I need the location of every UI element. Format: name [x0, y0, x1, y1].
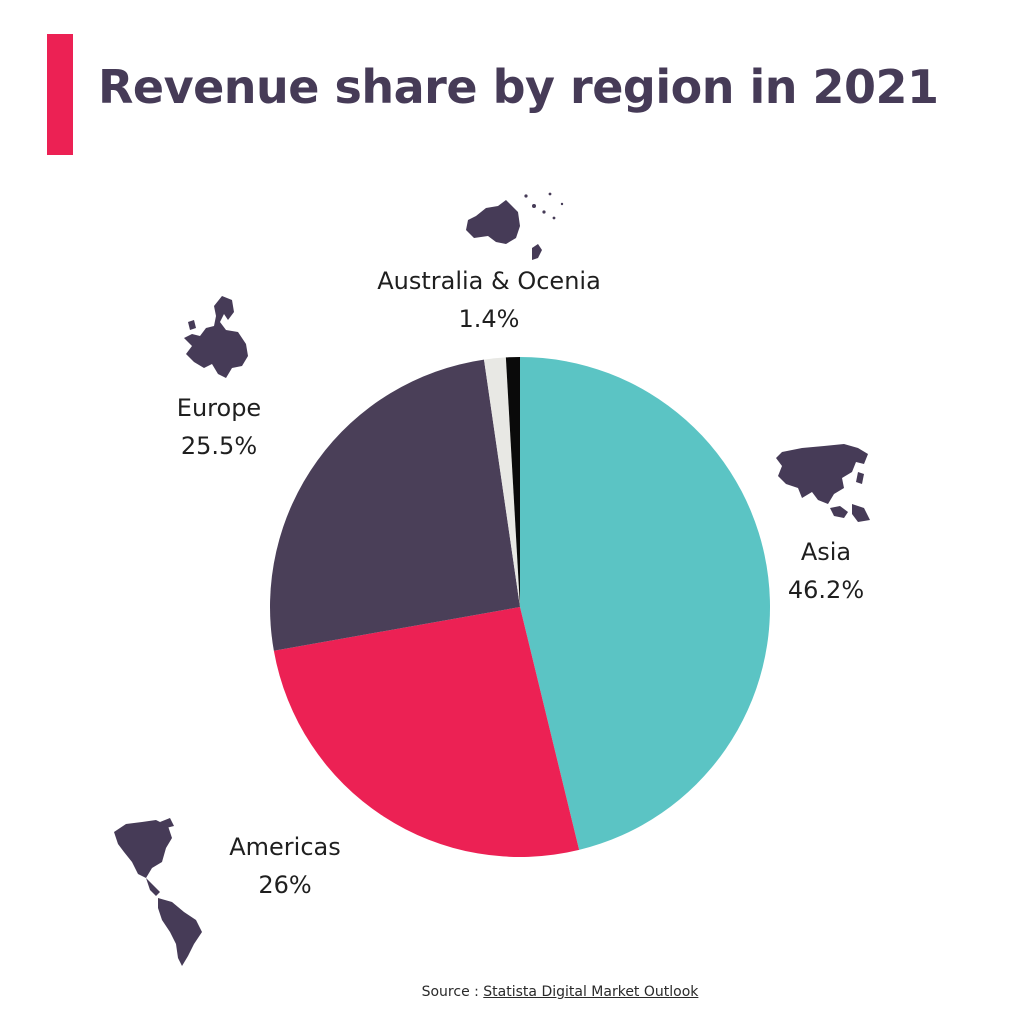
americas-map-icon	[114, 818, 202, 966]
europe-map-icon	[184, 296, 248, 378]
pie-slice-australia-ocenia	[484, 357, 520, 607]
label-americas-value: 26%	[258, 871, 312, 899]
title-accent-bar	[47, 34, 73, 155]
asia-map-icon	[776, 444, 870, 522]
chart-title: Revenue share by region in 2021	[98, 60, 939, 114]
australia-oceania-map-icon	[466, 192, 564, 260]
label-australia-oceania-name: Australia & Ocenia	[377, 267, 601, 295]
label-americas-name: Americas	[229, 833, 341, 861]
source-prefix: Source :	[421, 984, 484, 1000]
label-europe-name: Europe	[176, 394, 262, 422]
label-americas: Americas 26%	[195, 828, 375, 904]
label-asia-value: 46.2%	[787, 576, 865, 604]
pie-slice-other	[505, 357, 520, 607]
label-australia-oceania: Australia & Ocenia 1.4%	[339, 262, 639, 338]
source-link[interactable]: Statista Digital Market Outlook	[483, 984, 699, 1000]
label-europe-value: 25.5%	[180, 432, 258, 460]
label-asia: Asia 46.2%	[746, 533, 906, 609]
label-asia-name: Asia	[800, 538, 852, 566]
label-europe: Europe 25.5%	[119, 389, 319, 465]
pie-slice-americas	[273, 607, 580, 858]
source-note: Source : Statista Digital Market Outlook	[0, 984, 1024, 1000]
pie-slice-europe	[270, 359, 520, 651]
label-australia-oceania-value: 1.4%	[458, 305, 520, 333]
pie-slices	[270, 357, 771, 858]
pie-slice-asia	[520, 357, 771, 850]
